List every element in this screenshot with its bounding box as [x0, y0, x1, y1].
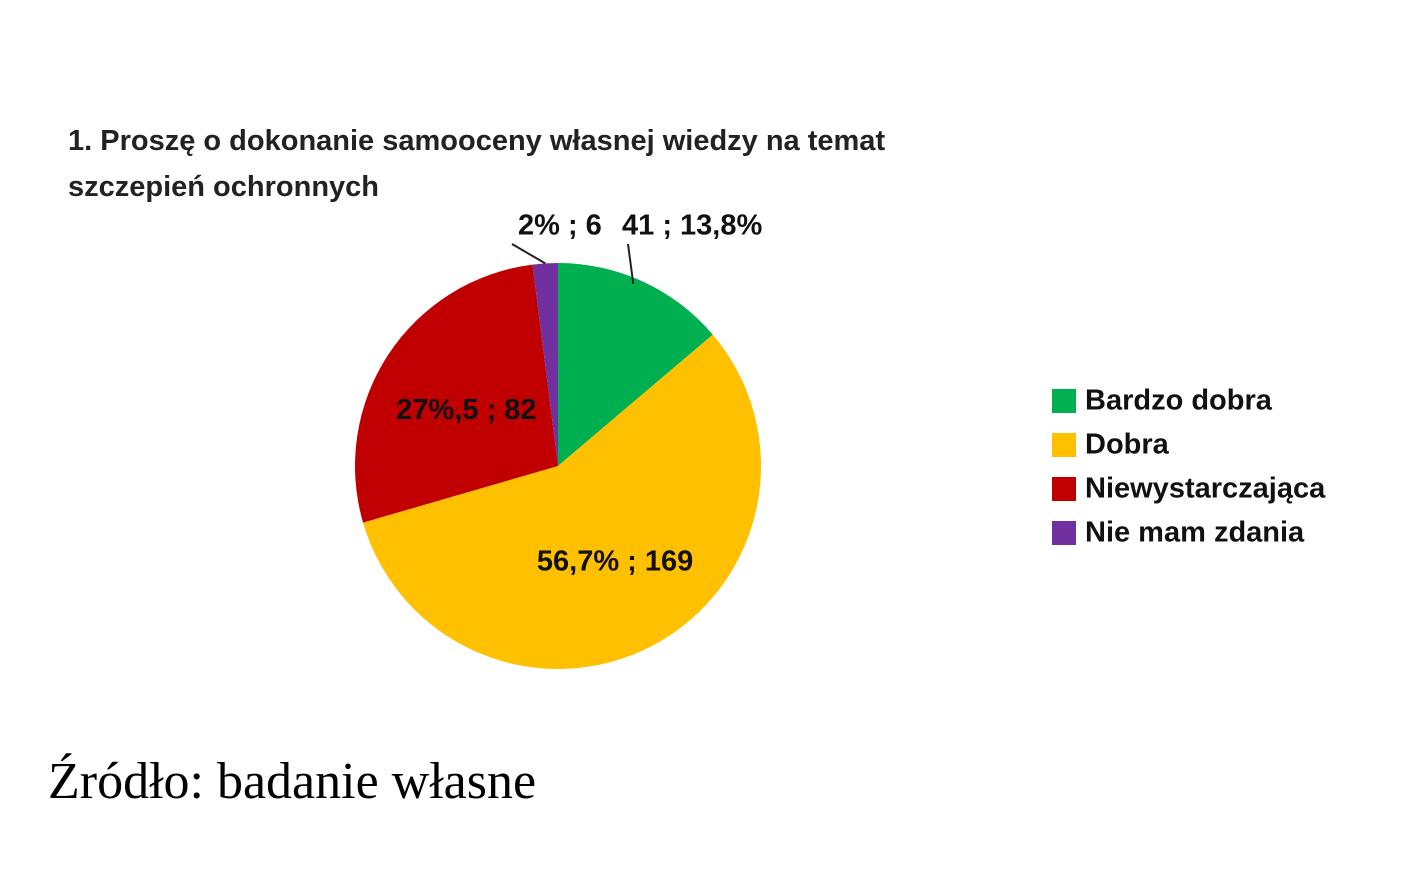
- legend-swatch: [1052, 477, 1076, 501]
- legend-label: Bardzo dobra: [1085, 385, 1273, 417]
- legend-label: Nie mam zdania: [1085, 517, 1305, 549]
- source-note: Źródło: badanie własne: [48, 753, 537, 810]
- data-label: 41 ; 13,8%: [622, 210, 762, 242]
- legend-swatch: [1052, 389, 1076, 413]
- pie-slice: [355, 264, 558, 523]
- legend-label: Niewystarczająca: [1085, 473, 1326, 505]
- data-label: 2% ; 6: [518, 210, 602, 242]
- legend-label: Dobra: [1085, 429, 1170, 461]
- data-label: 56,7% ; 169: [537, 546, 693, 578]
- legend-swatch: [1052, 433, 1076, 457]
- pie-slice: [532, 263, 558, 466]
- chart-title: 1. Proszę o dokonanie samooceny własnej …: [68, 125, 886, 203]
- leader-line: [511, 243, 546, 265]
- pie-slice: [363, 334, 762, 670]
- pie-slice: [558, 263, 713, 466]
- leader-line: [627, 243, 635, 284]
- legend-swatch: [1052, 521, 1076, 545]
- data-label: 27%,5 ; 82: [396, 394, 536, 426]
